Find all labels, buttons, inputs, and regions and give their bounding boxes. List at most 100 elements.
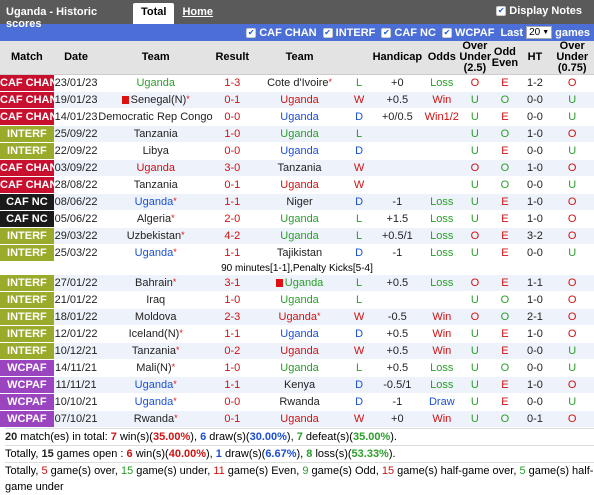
home-team[interactable]: Tanzania (98, 125, 214, 143)
away-team[interactable]: Uganda* (251, 308, 348, 326)
filter-interf[interactable]: ✔ INTERF (322, 27, 375, 39)
away-team[interactable]: Uganda (251, 142, 348, 160)
competition-badge[interactable]: INTERF (0, 142, 54, 160)
home-team[interactable]: Uganda (98, 74, 214, 92)
competition-badge[interactable]: CAF NC (0, 210, 54, 228)
team-name[interactable]: Kenya (283, 379, 316, 391)
home-team[interactable]: Mali(N)* (98, 359, 214, 377)
tab-total[interactable]: Total (133, 3, 175, 24)
away-team[interactable]: Kenya (251, 376, 348, 394)
home-team[interactable]: Algeria* (98, 210, 214, 228)
team-name[interactable]: Uganda (280, 345, 319, 357)
home-team[interactable]: Senegal(N)* (98, 91, 214, 109)
games-count-select[interactable]: 20 ▼ (526, 26, 553, 39)
team-name[interactable]: Iceland(N) (128, 328, 180, 340)
home-team[interactable]: Uganda* (98, 193, 214, 211)
home-team[interactable]: Tanzania (98, 176, 214, 194)
team-name[interactable]: Rwanda (133, 413, 175, 425)
team-name[interactable]: Uganda (280, 145, 319, 157)
away-team[interactable]: Uganda (251, 91, 348, 109)
home-team[interactable]: Uganda* (98, 393, 214, 411)
competition-badge[interactable]: INTERF (0, 125, 54, 143)
away-team[interactable]: Niger (251, 193, 348, 211)
competition-badge[interactable]: CAF CHAN (0, 159, 54, 177)
team-name[interactable]: Uganda (280, 230, 319, 242)
checkbox-checked-icon[interactable]: ✔ (441, 27, 452, 38)
home-team[interactable]: Uzbekistan* (98, 227, 214, 245)
team-name[interactable]: Uganda (280, 94, 319, 106)
team-name[interactable]: Uganda (134, 247, 174, 259)
filter-wcpaf[interactable]: ✔ WCPAF (441, 27, 494, 39)
away-team[interactable]: Rwanda (251, 393, 348, 411)
home-team[interactable]: Tanzania* (98, 342, 214, 360)
team-name[interactable]: Tanzania (133, 179, 178, 191)
team-name[interactable]: Uganda (136, 162, 175, 174)
competition-badge[interactable]: INTERF (0, 227, 54, 245)
team-name[interactable]: Moldova (134, 311, 177, 323)
team-name[interactable]: Uganda (280, 328, 319, 340)
competition-badge[interactable]: CAF NC (0, 193, 54, 211)
team-name[interactable]: Uganda (134, 196, 174, 208)
away-team[interactable]: Tajikistan (251, 244, 348, 262)
team-name[interactable]: Algeria (136, 213, 172, 225)
away-team[interactable]: Uganda (251, 227, 348, 245)
competition-badge[interactable]: CAF CHAN (0, 176, 54, 194)
competition-badge[interactable]: CAF CHAN (0, 108, 54, 126)
checkbox-checked-icon[interactable]: ✔ (322, 27, 333, 38)
competition-badge[interactable]: WCPAF (0, 376, 54, 394)
home-team[interactable]: Iraq (98, 291, 214, 309)
home-team[interactable]: Moldova (98, 308, 214, 326)
away-team[interactable]: Cote d'Ivoire* (251, 74, 348, 92)
away-team[interactable]: Uganda (251, 125, 348, 143)
away-team[interactable]: Uganda (251, 359, 348, 377)
team-name[interactable]: Rwanda (279, 396, 320, 408)
team-name[interactable]: Uzbekistan (126, 230, 182, 242)
team-name[interactable]: Uganda (280, 294, 319, 306)
competition-badge[interactable]: INTERF (0, 291, 54, 309)
team-name[interactable]: Tajikistan (276, 247, 323, 259)
team-name[interactable]: Uganda (278, 311, 318, 323)
checkbox-checked-icon[interactable]: ✔ (246, 27, 257, 38)
team-name[interactable]: Tanzania (277, 162, 322, 174)
away-team[interactable]: Uganda (251, 210, 348, 228)
team-name[interactable]: Senegal(N) (130, 94, 187, 106)
competition-badge[interactable]: INTERF (0, 244, 54, 262)
team-name[interactable]: Democratic Rep Congo (98, 111, 213, 123)
competition-badge[interactable]: WCPAF (0, 359, 54, 377)
home-team[interactable]: Libya (98, 142, 214, 160)
away-team[interactable]: Uganda (251, 176, 348, 194)
team-name[interactable]: Uganda (280, 179, 319, 191)
away-team[interactable]: Uganda (251, 291, 348, 309)
team-name[interactable]: Tanzania (131, 345, 176, 357)
team-name[interactable]: Uganda (134, 396, 174, 408)
tab-home[interactable]: Home (182, 6, 214, 18)
competition-badge[interactable]: INTERF (0, 274, 54, 292)
home-team[interactable]: Uganda* (98, 376, 214, 394)
competition-badge[interactable]: INTERF (0, 342, 54, 360)
team-name[interactable]: Cote d'Ivoire (267, 77, 329, 89)
team-name[interactable]: Iraq (146, 294, 166, 306)
team-name[interactable]: Mali(N) (136, 362, 172, 374)
team-name[interactable]: Uganda (280, 128, 319, 140)
filter-caf-nc[interactable]: ✔ CAF NC (381, 27, 436, 39)
competition-badge[interactable]: INTERF (0, 325, 54, 343)
team-name[interactable]: Uganda (284, 277, 324, 289)
team-name[interactable]: Uganda (134, 379, 174, 391)
competition-badge[interactable]: INTERF (0, 308, 54, 326)
team-name[interactable]: Niger (286, 196, 313, 208)
team-name[interactable]: Uganda (280, 362, 319, 374)
home-team[interactable]: Iceland(N)* (98, 325, 214, 343)
home-team[interactable]: Democratic Rep Congo* (98, 108, 214, 126)
competition-badge[interactable]: WCPAF (0, 393, 54, 411)
away-team[interactable]: Uganda (251, 108, 348, 126)
competition-badge[interactable]: WCPAF (0, 410, 54, 428)
team-name[interactable]: Tanzania (133, 128, 178, 140)
team-name[interactable]: Uganda (136, 77, 175, 89)
team-name[interactable]: Bahrain (134, 277, 173, 289)
checkbox-checked-icon[interactable]: ✔ (496, 6, 507, 16)
filter-caf-chan[interactable]: ✔ CAF CHAN (246, 27, 317, 39)
away-team[interactable]: Uganda (251, 410, 348, 428)
team-name[interactable]: Libya (142, 145, 169, 157)
team-name[interactable]: Uganda (280, 413, 319, 425)
home-team[interactable]: Rwanda* (98, 410, 214, 428)
